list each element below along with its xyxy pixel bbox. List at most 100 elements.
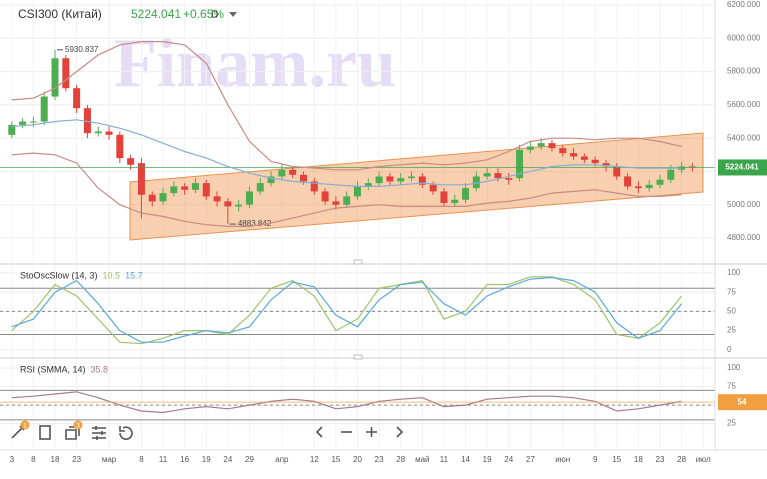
extreme-label: 5930.837	[65, 45, 99, 54]
x-tick-label: апр	[275, 455, 289, 464]
candle-body	[213, 196, 221, 202]
candle-body	[83, 108, 91, 134]
x-tick-label: 16	[180, 455, 189, 464]
badge	[20, 420, 30, 430]
y-tick-label: 25	[727, 326, 736, 335]
y-tick-label: 75	[727, 382, 736, 391]
indicator-line	[11, 276, 683, 345]
y-tick-label: 5000.000	[727, 200, 761, 209]
candle-body	[634, 186, 642, 189]
candle-body	[137, 163, 145, 195]
candle-body	[656, 179, 664, 185]
candle-body	[159, 193, 167, 202]
candle-body	[278, 169, 286, 177]
candle-body	[440, 191, 448, 204]
candle-body	[224, 201, 232, 207]
resize-handle[interactable]	[353, 354, 363, 360]
x-tick-label: мар	[102, 455, 117, 464]
indicator-line	[11, 119, 682, 187]
template-tool[interactable]	[39, 425, 51, 440]
candle-body	[559, 148, 567, 154]
x-tick-label: 15	[331, 455, 340, 464]
candle-body	[94, 131, 102, 134]
interval-dropdown[interactable]	[229, 12, 237, 17]
candle-body	[332, 201, 340, 205]
y-tick-label: 0	[727, 345, 732, 354]
x-tick-label: 11	[159, 455, 168, 464]
x-tick-label: 19	[483, 455, 492, 464]
candle-body	[245, 191, 253, 205]
candle-body	[170, 186, 178, 194]
candle-body	[483, 173, 491, 177]
candle-body	[354, 186, 361, 197]
y-tick-label: 100	[727, 363, 741, 372]
candle-body	[289, 169, 297, 175]
badge-count: 3	[76, 422, 80, 429]
candle-body	[667, 169, 675, 180]
x-tick-label: 18	[634, 455, 643, 464]
candle-body	[29, 121, 37, 123]
candle-body	[321, 191, 329, 202]
undo-tool[interactable]	[119, 426, 133, 440]
y-tick-label: 4800.000	[727, 233, 761, 242]
candle-body	[310, 181, 318, 192]
candle-body	[267, 176, 275, 184]
last-value-label: 5224.041	[725, 163, 759, 172]
last-value-badge	[718, 394, 767, 411]
toolbar: 1 3	[11, 420, 404, 440]
x-tick-label: 12	[310, 455, 319, 464]
y-tick-label: 25	[727, 419, 736, 428]
candle-body	[116, 134, 124, 159]
indicator-title: StoOscSlow (14, 3)	[20, 270, 98, 280]
candle-body	[256, 183, 264, 192]
candle-body	[8, 124, 16, 135]
candle-body	[364, 183, 372, 187]
x-tick-label: 11	[440, 455, 449, 464]
candle-body	[191, 183, 199, 190]
x-tick-label: 23	[656, 455, 665, 464]
indicator-line	[11, 40, 682, 171]
candle-body	[235, 204, 243, 207]
scroll-right[interactable]	[396, 426, 404, 438]
x-tick-label: 8	[31, 455, 36, 464]
x-tick-label: 14	[461, 455, 470, 464]
candle-body	[624, 176, 632, 187]
interval[interactable]: D	[211, 10, 218, 21]
candle-body	[451, 199, 459, 204]
x-tick-label: 18	[51, 455, 60, 464]
candle-body	[429, 184, 437, 192]
candle-body	[537, 143, 545, 147]
price: 5224.041	[131, 7, 181, 21]
candle-body	[570, 153, 578, 157]
candle-body	[580, 156, 588, 160]
candle-body	[105, 131, 113, 135]
candle-body	[408, 176, 416, 179]
candle-body	[299, 174, 307, 182]
y-tick-label: 100	[727, 268, 741, 277]
x-tick-label: 24	[504, 455, 513, 464]
candle-body	[343, 196, 351, 205]
candle-body	[494, 173, 502, 179]
x-tick-label: 27	[526, 455, 535, 464]
candle-body	[397, 178, 405, 182]
extreme-label: 4883.842	[238, 219, 272, 228]
x-tick-label: 8	[139, 455, 144, 464]
x-tick-label: июл	[696, 455, 711, 464]
resize-handle[interactable]	[353, 259, 363, 265]
watermark: Finam.ru	[114, 25, 396, 102]
candle-body	[51, 58, 59, 97]
last-value-badge	[718, 159, 767, 176]
change: +0.65%	[183, 7, 224, 21]
y-tick-label: 75	[727, 287, 736, 296]
candle-body	[613, 166, 621, 177]
x-tick-label: 24	[223, 455, 232, 464]
symbol: CSI300 (Китай)	[18, 7, 102, 21]
scroll-left[interactable]	[315, 426, 323, 438]
zoom-in[interactable]	[366, 427, 377, 437]
candle-body	[418, 176, 426, 185]
y-tick-label: 6200.000	[727, 0, 761, 9]
settings-tool[interactable]	[92, 426, 106, 440]
x-tick-label: июн	[555, 455, 570, 464]
